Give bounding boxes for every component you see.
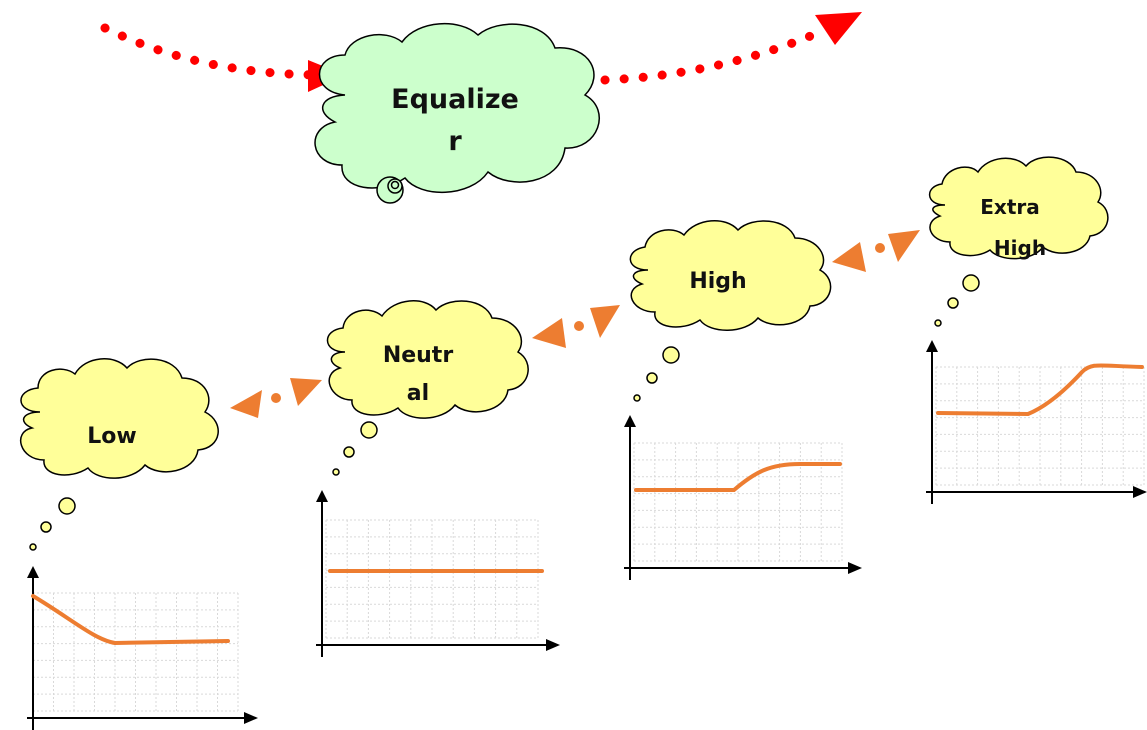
equalizer-label-line1: Equalize	[391, 84, 519, 115]
red-dotted-arrow-out	[600, 27, 825, 85]
level-cloud-extra-high: Extra High	[928, 156, 1109, 327]
chart-grid	[325, 519, 539, 639]
equalizer-cloud: Equalize r	[314, 23, 600, 204]
x-axis-arrowhead	[546, 639, 560, 651]
eq-curve-line	[936, 363, 1144, 417]
thought-bubble-small	[390, 180, 400, 190]
eq-curve-charts	[27, 340, 1147, 730]
level-label-high-line1: High	[689, 269, 746, 294]
level-label-low-line1: Low	[87, 424, 136, 449]
connector-neutral-high	[532, 305, 620, 348]
x-axis-arrowhead	[848, 562, 862, 574]
y-axis-arrowhead	[316, 490, 328, 502]
chart-grid	[935, 366, 1145, 486]
thought-bubble-extra-high-1	[962, 274, 980, 292]
chart-grid	[32, 592, 239, 712]
chart-extra-high	[926, 340, 1147, 504]
level-cloud-high: High	[629, 219, 832, 402]
equalizer-label-line2: r	[448, 126, 462, 157]
connector-low-neutral	[230, 378, 322, 418]
chart-high	[624, 415, 862, 580]
x-axis-arrowhead	[244, 712, 258, 724]
y-axis-arrowhead	[27, 566, 39, 578]
chart-neutral	[316, 490, 560, 657]
level-label-extra-high-line1: Extra	[980, 195, 1039, 219]
level-connector-arrows	[230, 230, 920, 418]
thought-bubble-neutral-3	[332, 468, 340, 476]
thought-bubble-neutral-1	[360, 421, 378, 439]
eq-curve-line	[31, 594, 230, 646]
level-label-neutral-line2: al	[407, 381, 429, 406]
thought-bubble-low-3	[29, 543, 37, 551]
red-arrowhead-out	[815, 12, 862, 45]
eq-curve-line	[634, 462, 842, 492]
chart-low	[27, 566, 258, 730]
y-axis-arrowhead	[624, 415, 636, 427]
chart-grid	[633, 442, 843, 562]
thought-bubble-high-2	[646, 372, 658, 384]
level-label-neutral-line1: Neutr	[383, 343, 454, 368]
y-axis-arrowhead	[926, 340, 938, 352]
thought-bubble-high-1	[662, 346, 680, 364]
level-cloud-neutral: Neutr al	[326, 300, 529, 476]
thought-bubble-low-2	[40, 521, 52, 533]
thought-bubble-neutral-2	[343, 446, 355, 458]
x-axis-arrowhead	[1133, 486, 1147, 498]
level-cloud-low: Low	[20, 358, 219, 551]
thought-bubble-low-1	[58, 497, 76, 515]
red-dotted-arrow-in	[100, 23, 330, 80]
thought-bubble-extra-high-3	[934, 319, 942, 327]
level-label-extra-high-line2: High	[994, 236, 1046, 260]
thought-bubble-high-3	[633, 394, 641, 402]
thought-bubble-extra-high-2	[947, 297, 959, 309]
connector-high-extrahigh	[832, 230, 920, 272]
